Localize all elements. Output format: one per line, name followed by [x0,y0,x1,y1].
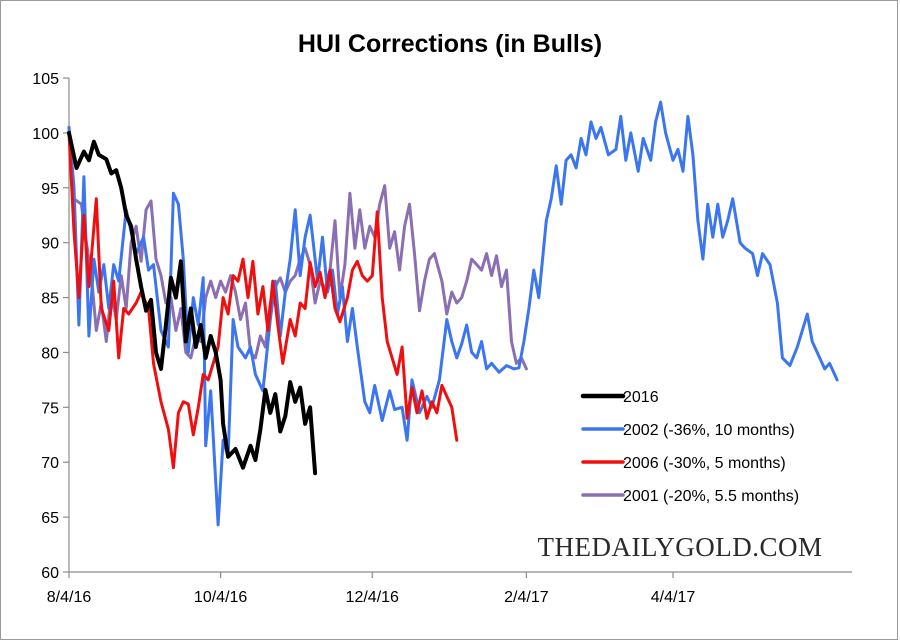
y-tick-label: 90 [41,236,59,253]
series-line-2002 [67,100,839,527]
y-tick-label: 75 [41,400,59,417]
legend-label: 2001 (-20%, 5.5 months) [623,488,799,505]
legend-label: 2002 (-36%, 10 months) [623,422,795,439]
y-tick-label: 65 [41,510,59,527]
axes: 60 65 70 75 80 85 90 95 100 105 8/4/16 10/4/16 12/4/… [32,71,852,606]
x-tick-label: 4/4/17 [651,589,696,606]
x-tick-label: 10/4/16 [194,589,247,606]
y-tick-label: 70 [41,455,59,472]
legend-label: 2016 [623,389,659,406]
chart-title: HUI Corrections (in Bulls) [298,30,602,58]
y-tick-label: 100 [32,126,59,143]
y-tick-label: 60 [41,565,59,582]
legend-label: 2006 (-30%, 5 months) [623,455,786,472]
series-layer [67,100,839,527]
legend: 2016 2002 (-36%, 10 months) 2006 (-30%, 5 … [580,389,799,505]
x-tick-label: 12/4/16 [346,589,399,606]
x-tick-label: 2/4/17 [504,589,549,606]
x-tick-label: 8/4/16 [47,589,92,606]
series-line-2006 [67,131,459,470]
y-tick-label: 95 [41,181,59,198]
series-line-2001 [67,125,528,371]
y-tick-label: 80 [41,345,59,362]
watermark-logo: THEDAILYGOLD.COM [537,532,822,562]
y-tick-label: 85 [41,291,59,308]
y-tick-label: 105 [32,71,59,88]
series-line-2016 [67,130,318,476]
